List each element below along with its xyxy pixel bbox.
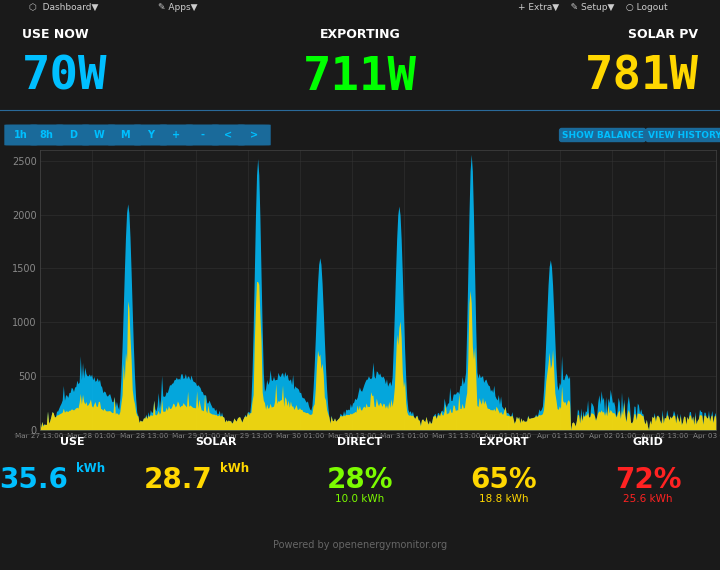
Text: D: D: [68, 130, 77, 140]
Text: 65%: 65%: [471, 466, 537, 494]
Text: 70W: 70W: [22, 55, 107, 100]
Text: + Extra▼    ✎ Setup▼    ○ Logout: + Extra▼ ✎ Setup▼ ○ Logout: [518, 3, 668, 12]
Text: >: >: [250, 130, 258, 140]
Text: VIEW HISTORY: VIEW HISTORY: [648, 131, 720, 140]
Text: GRID: GRID: [633, 437, 663, 447]
Text: 28.7: 28.7: [144, 466, 212, 494]
Text: SOLAR: SOLAR: [195, 437, 237, 447]
FancyBboxPatch shape: [186, 124, 219, 145]
Text: 711W: 711W: [303, 55, 417, 100]
Text: SOLAR PV: SOLAR PV: [629, 27, 698, 40]
Text: 18.8 kWh: 18.8 kWh: [480, 494, 528, 504]
Text: <: <: [224, 130, 233, 140]
Text: kWh: kWh: [76, 462, 104, 475]
Text: kWh: kWh: [220, 462, 248, 475]
Text: 35.6: 35.6: [0, 466, 68, 494]
Text: SHOW BALANCE: SHOW BALANCE: [562, 131, 644, 140]
FancyBboxPatch shape: [134, 124, 167, 145]
Text: USE: USE: [60, 437, 84, 447]
Text: 10.0 kWh: 10.0 kWh: [336, 494, 384, 504]
Text: 28%: 28%: [327, 466, 393, 494]
Text: 72%: 72%: [615, 466, 681, 494]
Text: ⬡  Dashboard▼: ⬡ Dashboard▼: [29, 3, 98, 12]
Text: EXPORT: EXPORT: [480, 437, 528, 447]
Text: 781W: 781W: [585, 55, 698, 100]
FancyBboxPatch shape: [212, 124, 245, 145]
Text: 8h: 8h: [40, 130, 54, 140]
Text: USE NOW: USE NOW: [22, 27, 89, 40]
Text: M: M: [120, 130, 130, 140]
Text: DIRECT: DIRECT: [338, 437, 382, 447]
Text: 25.6 kWh: 25.6 kWh: [624, 494, 672, 504]
Text: EXPORTING: EXPORTING: [320, 27, 400, 40]
FancyBboxPatch shape: [108, 124, 141, 145]
Text: Powered by openenergymonitor.org: Powered by openenergymonitor.org: [273, 540, 447, 550]
Text: ✎ Apps▼: ✎ Apps▼: [158, 3, 198, 12]
FancyBboxPatch shape: [160, 124, 193, 145]
Text: W: W: [94, 130, 104, 140]
FancyBboxPatch shape: [56, 124, 89, 145]
FancyBboxPatch shape: [82, 124, 115, 145]
Text: 1h: 1h: [14, 130, 28, 140]
Text: -: -: [200, 130, 204, 140]
FancyBboxPatch shape: [30, 124, 63, 145]
Text: Y: Y: [147, 130, 154, 140]
FancyBboxPatch shape: [238, 124, 271, 145]
Text: +: +: [172, 130, 181, 140]
FancyBboxPatch shape: [4, 124, 37, 145]
